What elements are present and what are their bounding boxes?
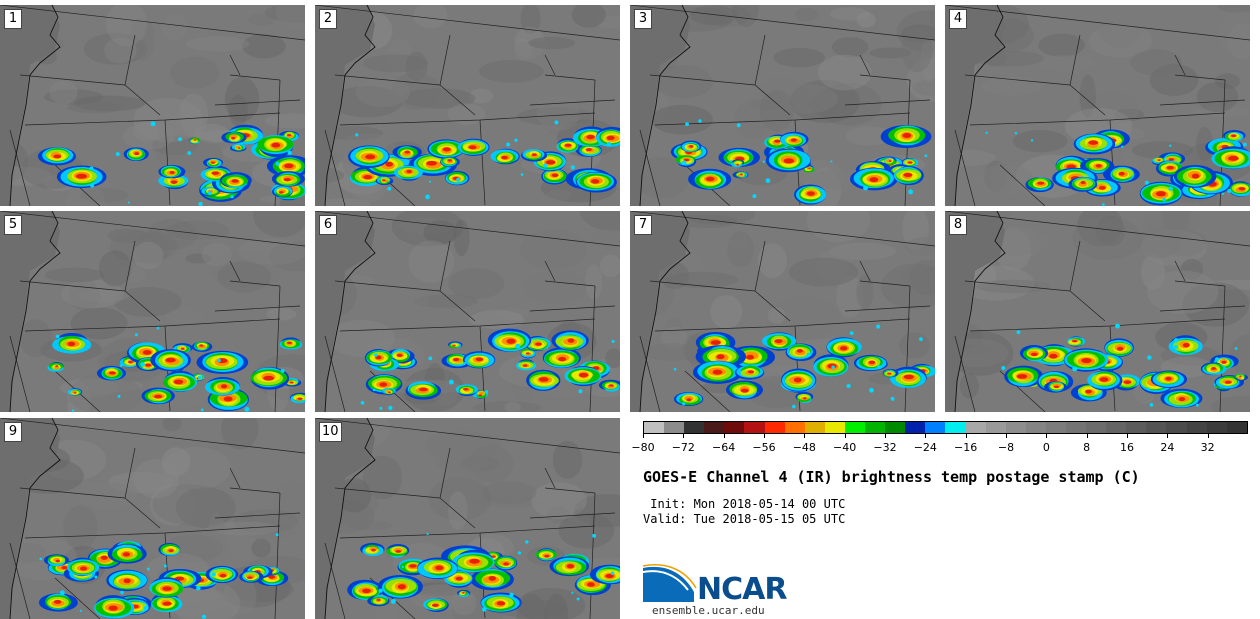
- ir-satellite-map: [945, 5, 1250, 206]
- colorbar-tick-label: 16: [1120, 441, 1134, 454]
- colorbar-segment: [1106, 422, 1127, 433]
- colorbar-tick-mark: [925, 434, 927, 438]
- map-panel: 3: [630, 5, 935, 206]
- colorbar-tick-label: −72: [671, 441, 695, 454]
- colorbar-tick-label: −64: [712, 441, 736, 454]
- ir-satellite-map: [630, 5, 935, 206]
- ir-satellite-map: [315, 418, 620, 619]
- colorbar-segment: [865, 422, 886, 433]
- colorbar-segment: [1005, 422, 1026, 433]
- colorbar-segment: [905, 422, 926, 433]
- colorbar-tick-label: −8: [997, 441, 1015, 454]
- map-panel: 1: [0, 5, 305, 206]
- map-panel: 2: [315, 5, 620, 206]
- panel-number: 6: [319, 215, 337, 235]
- ir-satellite-map: [0, 211, 305, 412]
- colorbar-tick-mark: [1207, 434, 1209, 438]
- colorbar-tick-label: −40: [833, 441, 857, 454]
- panel-number: 10: [319, 422, 342, 442]
- colorbar-tick-mark: [1167, 434, 1169, 438]
- panel-number: 9: [4, 422, 22, 442]
- colorbar-tick-label: −16: [954, 441, 978, 454]
- colorbar-segment: [704, 422, 725, 433]
- ir-satellite-map: [0, 418, 305, 619]
- ir-satellite-map: [630, 211, 935, 412]
- colorbar-segment: [1146, 422, 1167, 433]
- colorbar-tick-label: 0: [1042, 441, 1050, 454]
- colorbar-tick-mark: [844, 434, 846, 438]
- colorbar-ticks: −80 −72 −64 −56 −48 −40 −32 −24 −16 −8 0 8 16 24 32: [631, 434, 1248, 458]
- colorbar-segment: [1226, 422, 1247, 433]
- colorbar-tick-label: 24: [1160, 441, 1175, 454]
- colorbar-tick-label: −56: [752, 441, 776, 454]
- map-panel: 5: [0, 211, 305, 412]
- colorbar-tick-mark: [683, 434, 685, 438]
- init-time: Init: Mon 2018-05-14 00 UTC: [643, 497, 846, 511]
- colorbar-tick-mark: [764, 434, 765, 438]
- colorbar-tick-mark: [1086, 434, 1088, 438]
- ir-satellite-map: [315, 5, 620, 206]
- colorbar-tick-mark: [1006, 434, 1007, 438]
- valid-time: Valid: Tue 2018-05-15 05 UTC: [643, 512, 846, 526]
- map-panel: 10: [315, 418, 620, 619]
- colorbar-segment: [1045, 422, 1066, 433]
- site-url: ensemble.ucar.edu: [652, 604, 765, 617]
- colorbar-segment: [784, 422, 805, 433]
- panel-number: 2: [319, 9, 337, 29]
- colorbar-segment: [664, 422, 685, 433]
- panel-number: 5: [4, 215, 22, 235]
- colorbar-segment: [1025, 422, 1046, 433]
- panel-number: 7: [634, 215, 652, 235]
- colorbar-segment: [1206, 422, 1227, 433]
- colorbar-segment: [885, 422, 906, 433]
- colorbar-segment: [824, 422, 845, 433]
- colorbar-tick-label: 8: [1083, 441, 1091, 454]
- colorbar-segment: [684, 422, 705, 433]
- colorbar-tick-label: −24: [913, 441, 937, 454]
- colorbar-segment: [1166, 422, 1187, 433]
- colorbar-tick-label: 32: [1200, 441, 1215, 454]
- colorbar-segment: [1126, 422, 1147, 433]
- colorbar-segment: [1086, 422, 1107, 433]
- colorbar-tick-label: −80: [631, 441, 655, 454]
- panel-number: 8: [949, 215, 967, 235]
- colorbar-segment: [945, 422, 966, 433]
- colorbar-tick-label: −48: [792, 441, 816, 454]
- colorbar-segment: [1186, 422, 1207, 433]
- colorbar-segment: [644, 422, 665, 433]
- colorbar-tick-mark: [1046, 434, 1048, 438]
- ir-satellite-map: [0, 5, 305, 206]
- colorbar-tick-mark: [885, 434, 886, 438]
- colorbar: [643, 421, 1248, 434]
- colorbar-segment: [965, 422, 986, 433]
- colorbar-tick-mark: [965, 434, 967, 438]
- colorbar-tick-mark: [804, 434, 806, 438]
- ir-satellite-map: [945, 211, 1250, 412]
- colorbar-tick-mark: [643, 434, 644, 438]
- panel-number: 3: [634, 9, 652, 29]
- colorbar-segment: [925, 422, 946, 433]
- logo-text: NCAR: [697, 572, 787, 607]
- colorbar-segment: [744, 422, 765, 433]
- colorbar-tick-mark: [1127, 434, 1128, 438]
- colorbar-segment: [844, 422, 866, 433]
- colorbar-tick-mark: [723, 434, 725, 438]
- colorbar-segment: [1065, 422, 1087, 433]
- map-panel: 7: [630, 211, 935, 412]
- ncar-logo-icon: [642, 564, 697, 602]
- map-panel: 4: [945, 5, 1250, 206]
- map-panel: 6: [315, 211, 620, 412]
- panel-number: 4: [949, 9, 967, 29]
- colorbar-tick-label: −32: [873, 441, 897, 454]
- panel-number: 1: [4, 9, 22, 29]
- colorbar-segment: [764, 422, 785, 433]
- figure-title: GOES-E Channel 4 (IR) brightness temp po…: [643, 468, 1140, 486]
- map-panel: 8: [945, 211, 1250, 412]
- colorbar-segment: [724, 422, 745, 433]
- map-panel: 9: [0, 418, 305, 619]
- colorbar-segment: [985, 422, 1006, 433]
- ir-satellite-map: [315, 211, 620, 412]
- colorbar-segment: [804, 422, 825, 433]
